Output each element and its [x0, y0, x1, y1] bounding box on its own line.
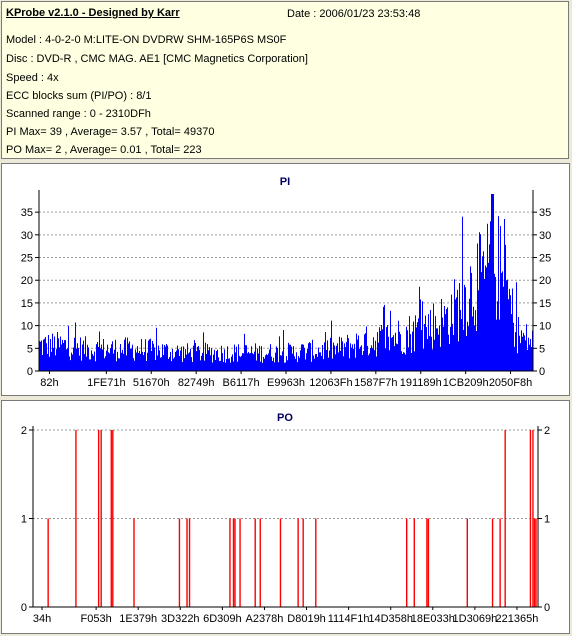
x-tick-label: 1CB209h [443, 377, 489, 389]
x-tick-label: 1114F1h [328, 613, 370, 625]
x-tick-label: 3D322h [161, 613, 200, 625]
scan-range-line: Scanned range : 0 - 2310DFh [6, 108, 151, 120]
x-tick-label: 82749h [178, 377, 215, 389]
y-tick-label-right: 0 [544, 602, 550, 614]
model-line: Model : 4-0-2-0 M:LITE-ON DVDRW SHM-165P… [6, 34, 287, 46]
pi-stats-line: PI Max= 39 , Average= 3.57 , Total= 4937… [6, 126, 215, 138]
pi-chart-title: PI [280, 176, 290, 188]
po-stats-line: PO Max= 2 , Average= 0.01 , Total= 223 [6, 144, 202, 156]
y-tick-label-left: 5 [27, 343, 33, 355]
x-tick-label: 82h [40, 377, 58, 389]
x-tick-label: A2378h [245, 613, 283, 625]
y-tick-label-right: 25 [539, 253, 551, 265]
po-chart: PO 0 0 1 1 2 2 34h F053h 1E379h 3D322h 6D309h A2378… [21, 412, 550, 625]
x-tick-label: B6117h [223, 377, 260, 389]
x-tick-label: 1FE71h [87, 377, 126, 389]
y-tick-label-left: 0 [27, 366, 33, 378]
y-tick-label-left: 30 [21, 230, 33, 242]
pi-chart: PI 0 0 5 5 10 10 15 15 20 20 25 25 30 30 35 35 82h 1FE71h… [21, 176, 552, 389]
y-tick-label-right: 30 [539, 230, 551, 242]
x-tick-label: 6D309h [203, 613, 242, 625]
disc-line: Disc : DVD-R , CMC MAG. AE1 [CMC Magneti… [6, 53, 308, 65]
app-title: KProbe v2.1.0 - Designed by Karr [6, 7, 180, 19]
pi-chart-panel: PI 0 0 5 5 10 10 15 15 20 20 25 25 30 30 35 35 82h 1FE71h… [1, 163, 570, 396]
y-tick-label-left: 2 [21, 425, 27, 437]
speed-line: Speed : 4x [6, 72, 59, 84]
y-tick-label-right: 5 [539, 343, 545, 355]
x-tick-label: 1D3069h [453, 613, 498, 625]
x-tick-label: 51670h [133, 377, 170, 389]
y-tick-label-right: 10 [539, 321, 551, 333]
y-tick-label-left: 35 [21, 207, 33, 219]
x-tick-label: E9963h [267, 377, 305, 389]
y-tick-label-left: 15 [21, 298, 33, 310]
po-chart-title: PO [277, 412, 293, 424]
y-tick-label-left: 0 [21, 602, 27, 614]
disc-info-panel: KProbe v2.1.0 - Designed by Karr Date : … [1, 1, 569, 159]
x-tick-label: 1E379h [119, 613, 157, 625]
y-tick-label-right: 0 [539, 366, 545, 378]
y-tick-label-right: 2 [544, 425, 550, 437]
y-tick-label-left: 1 [21, 514, 27, 526]
x-tick-label: 221365h [496, 613, 539, 625]
x-tick-label: 34h [33, 613, 51, 625]
x-tick-label: 14D358h [368, 613, 413, 625]
x-tick-label: F053h [81, 613, 112, 625]
y-tick-label-left: 20 [21, 275, 33, 287]
x-tick-label: 1587F7h [354, 377, 397, 389]
scan-date: Date : 2006/01/23 23:53:48 [287, 8, 421, 20]
y-tick-label-left: 25 [21, 253, 33, 265]
x-tick-label: 191189h [400, 377, 442, 389]
y-tick-label-left: 10 [21, 321, 33, 333]
x-tick-label: 18E033h [411, 613, 455, 625]
y-tick-label-right: 1 [544, 514, 550, 526]
x-tick-label: 12063Fh [309, 377, 352, 389]
x-tick-label: 2050F8h [489, 377, 532, 389]
ecc-line: ECC blocks sum (PI/PO) : 8/1 [6, 90, 152, 102]
x-tick-label: D8019h [287, 613, 326, 625]
po-chart-panel: PO 0 0 1 1 2 2 34h F053h 1E379h 3D322h 6D309h A2378… [1, 400, 570, 634]
y-tick-label-right: 35 [539, 207, 551, 219]
y-tick-label-right: 20 [539, 275, 551, 287]
y-tick-label-right: 15 [539, 298, 551, 310]
